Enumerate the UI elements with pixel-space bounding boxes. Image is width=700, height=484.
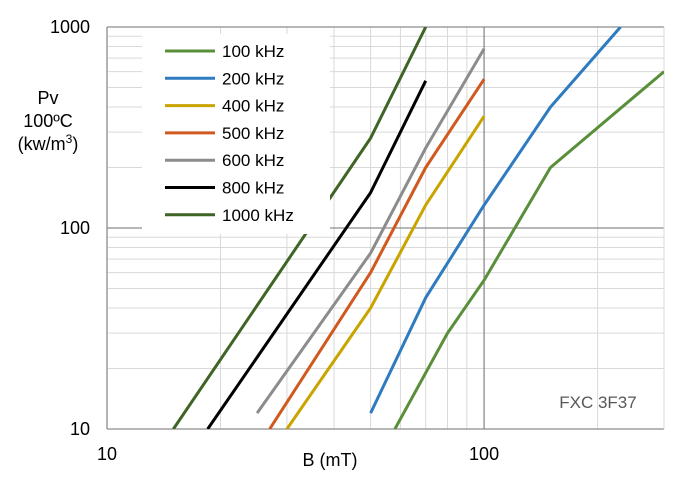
y-axis-title-units: (kw/m xyxy=(18,134,66,154)
material-annotation: FXC 3F37 xyxy=(559,393,636,412)
x-tick-label: 10 xyxy=(97,444,117,464)
minor-gridlines xyxy=(107,27,664,429)
y-axis-title-superscript: 3 xyxy=(66,132,73,146)
y-axis-title-line-1: Pv xyxy=(37,88,58,108)
series-line-500-khz xyxy=(268,78,486,429)
legend-label: 200 kHz xyxy=(222,69,284,88)
legend-label: 500 kHz xyxy=(222,124,284,143)
major-gridlines xyxy=(106,26,665,430)
legend-label: 100 kHz xyxy=(222,42,284,61)
y-tick-label: 10 xyxy=(70,419,90,439)
series-line-600-khz xyxy=(255,47,486,414)
y-axis-title: Pv 100ºC (kw/m3) xyxy=(18,88,79,154)
series-lines xyxy=(172,27,664,429)
y-axis-title-line-2: 100ºC xyxy=(23,111,73,131)
legend-label: 1000 kHz xyxy=(222,206,294,225)
series-line-1000-khz xyxy=(172,27,428,429)
y-axis-title-close: ) xyxy=(72,134,78,154)
series-line-400-khz xyxy=(285,115,486,429)
series-line-100-khz xyxy=(393,70,664,429)
y-tick-label: 1000 xyxy=(50,17,90,37)
y-tick-label: 100 xyxy=(60,218,90,238)
legend-label: 400 kHz xyxy=(222,97,284,116)
series-line-800-khz xyxy=(206,80,428,429)
x-tick-label: 100 xyxy=(469,444,499,464)
x-axis-title: B (mT) xyxy=(303,450,358,470)
tick-labels: 10 100 1000 10 100 xyxy=(50,17,499,464)
series-line-200-khz xyxy=(369,27,622,414)
legend-label: 800 kHz xyxy=(222,179,284,198)
legend-label: 600 kHz xyxy=(222,151,284,170)
y-axis-title-line-3: (kw/m3) xyxy=(18,132,79,154)
legend: 100 kHz 200 kHz 400 kHz 500 kHz 600 kHz 800 k… xyxy=(142,34,330,234)
